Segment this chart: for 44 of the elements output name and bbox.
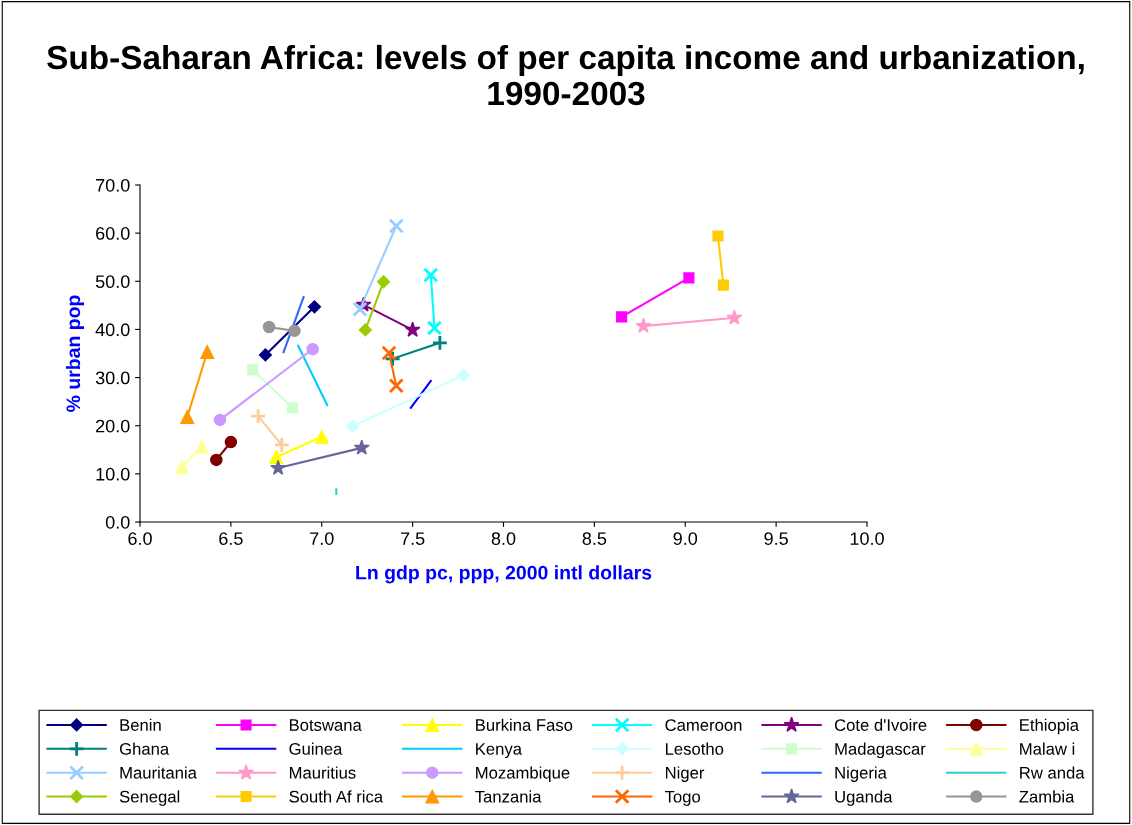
y-tick-label: 70.0 [96,178,130,192]
x-tick-label: 6.5 [219,532,243,545]
legend-label: Nigeria [835,766,887,782]
legend-label: Zambia [1019,790,1075,803]
y-tick-label: 10.0 [96,467,130,481]
legend-label: Togo [664,790,701,806]
chart-title: Sub-Saharan Africa: levels of per capita income and urbanization, 1990-2003 [47,44,1084,106]
legend-label: Niger [665,766,705,782]
legend-label: South Af rica [289,790,384,803]
legend-label: Mauritania [120,766,197,779]
legend-label: Madagascar [835,742,926,759]
legend-label: Botswana [289,719,362,731]
x-tick-label: 7.0 [310,532,334,545]
legend-label: Senegal [119,790,180,806]
x-tick-label: 8.5 [582,532,607,545]
legend-label: Mauritius [289,766,356,779]
legend-label: Malaw i [1020,742,1075,755]
x-axis-title: Ln gdp pc, ppp, 2000 intl dollars [356,565,652,584]
legend-label: Mozambique [476,766,570,782]
legend-label: Tanzania [475,790,542,803]
legend-label: Uganda [835,790,893,806]
y-tick-label: 60.0 [96,227,130,240]
x-tick-label: 9.5 [764,532,788,545]
x-tick-label: 7.5 [401,532,425,545]
y-axis-title: % urban pop [65,295,85,412]
legend-label: Benin [120,718,161,731]
legend-label: Ethiopia [1020,718,1080,735]
legend-label: Guinea [289,742,343,755]
x-tick-label: 9.0 [673,532,698,545]
legend-label: Ghana [119,742,170,755]
legend-label: Kenya [476,743,523,759]
legend-label: Lesotho [665,742,724,755]
y-tick-label: 30.0 [95,371,130,385]
y-tick-label: 40.0 [95,323,130,337]
y-tick-label: 20.0 [96,419,130,433]
legend-label: Cameroon [665,719,742,731]
legend-label: Rw anda [1020,766,1085,779]
x-tick-label: 10.0 [850,532,884,545]
legend-label: Burkina Faso [476,718,573,731]
x-tick-label: 6.0 [128,532,152,545]
y-tick-label: 0.0 [105,515,130,529]
x-tick-label: 8.0 [491,532,516,545]
legend-label: Cote d'Ivoire [834,718,927,731]
y-tick-label: 50.0 [95,275,130,289]
